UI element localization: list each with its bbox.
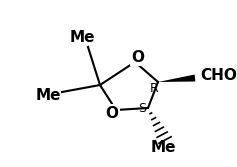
Text: O: O bbox=[105, 106, 118, 121]
Text: S: S bbox=[138, 102, 146, 115]
Text: Me: Me bbox=[150, 140, 176, 155]
Text: O: O bbox=[132, 49, 145, 64]
Text: Me: Me bbox=[69, 31, 95, 45]
Polygon shape bbox=[158, 74, 195, 82]
Text: CHO: CHO bbox=[200, 68, 237, 84]
Text: Me: Me bbox=[35, 88, 61, 103]
Text: R: R bbox=[150, 81, 159, 95]
